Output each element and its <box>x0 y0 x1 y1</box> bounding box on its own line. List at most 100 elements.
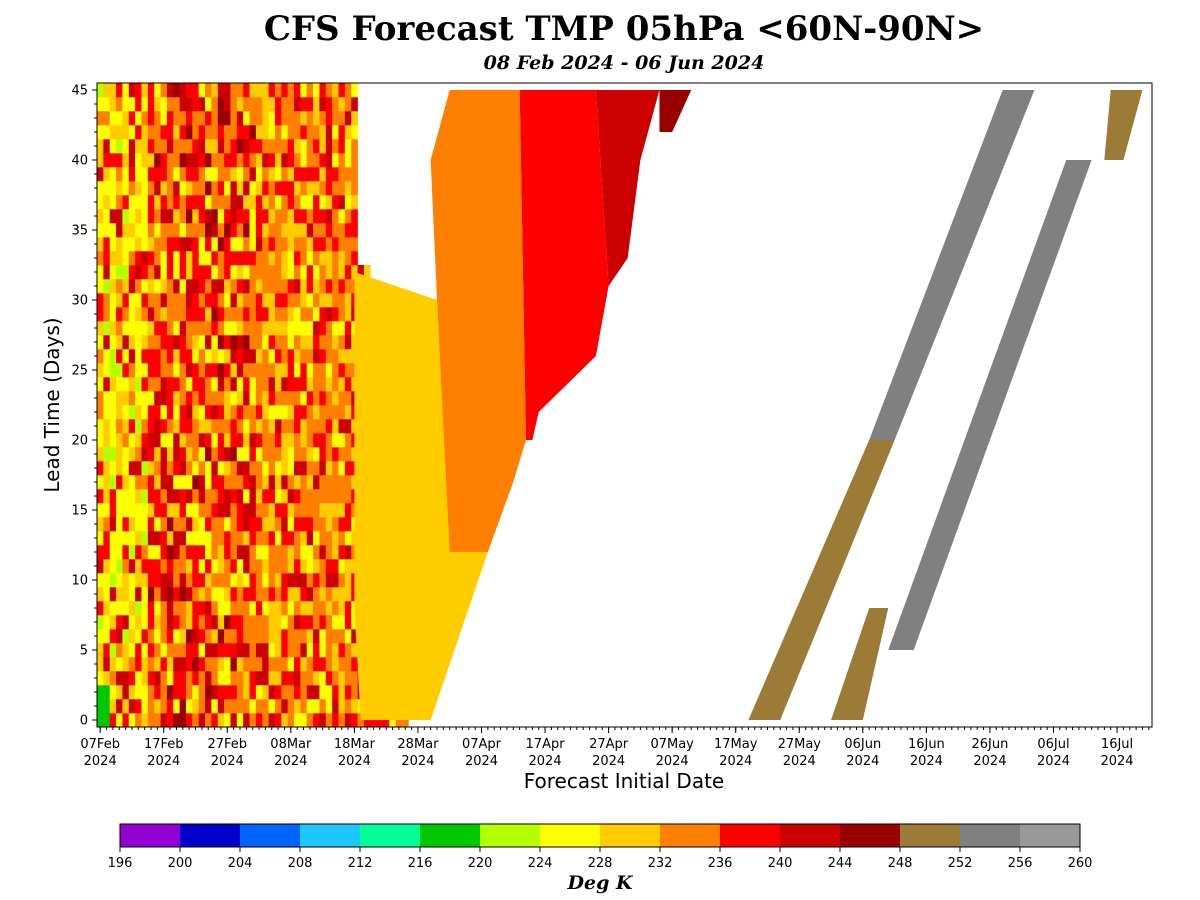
heatmap-cell <box>205 223 212 238</box>
heatmap-cell <box>230 713 238 727</box>
heatmap-cell <box>255 293 263 308</box>
heatmap-cell <box>211 167 219 182</box>
heatmap-cell <box>287 587 295 602</box>
heatmap-cell <box>205 419 212 434</box>
heatmap-cell <box>185 209 193 224</box>
heatmap-cell <box>179 713 187 727</box>
heatmap-cell <box>179 685 187 700</box>
heatmap-cell <box>185 335 193 350</box>
heatmap-cell <box>243 391 250 406</box>
heatmap-cell <box>300 391 308 406</box>
heatmap-cell <box>160 433 168 448</box>
heatmap-cell <box>268 671 276 686</box>
heatmap-cell <box>217 111 225 126</box>
heatmap-cell <box>255 461 263 476</box>
heatmap-cell <box>224 223 231 238</box>
heatmap-cell <box>128 321 136 336</box>
heatmap-cell <box>262 643 269 658</box>
heatmap-cell <box>116 251 123 266</box>
heatmap-cell <box>128 587 136 602</box>
heatmap-cell <box>103 517 111 532</box>
heatmap-cell <box>179 377 187 392</box>
heatmap-cell <box>179 433 187 448</box>
heatmap-cell <box>198 587 206 602</box>
heatmap-cell <box>313 629 320 644</box>
heatmap-cell <box>294 587 301 602</box>
heatmap-cell <box>198 181 206 196</box>
heatmap-cell <box>332 713 339 727</box>
heatmap-cell <box>255 153 263 168</box>
heatmap-cell <box>319 559 327 574</box>
heatmap-cell <box>135 685 142 700</box>
heatmap-cell <box>135 181 142 196</box>
heatmap-cell <box>166 125 174 140</box>
heatmap-cell <box>109 167 117 182</box>
heatmap-cell <box>122 83 130 98</box>
heatmap-cell <box>313 83 320 98</box>
heatmap-cell <box>173 181 180 196</box>
heatmap-cell <box>205 251 212 266</box>
heatmap-cell <box>224 293 231 308</box>
heatmap-cell <box>116 321 123 336</box>
heatmap-cell <box>338 657 346 672</box>
heatmap-cell <box>185 139 193 154</box>
heatmap-cell <box>109 139 117 154</box>
heatmap-cell <box>154 531 161 546</box>
heatmap-cell <box>313 419 320 434</box>
heatmap-cell <box>344 251 352 266</box>
heatmap-cell <box>344 531 352 546</box>
heatmap-cell <box>313 489 320 504</box>
heatmap-cell <box>103 475 111 490</box>
heatmap-cell <box>338 545 346 560</box>
heatmap-cell <box>319 153 327 168</box>
heatmap-cell <box>332 671 339 686</box>
heatmap-cell <box>294 671 301 686</box>
heatmap-cell <box>109 573 117 588</box>
colorbar-swatch <box>180 824 241 847</box>
heatmap-cell <box>128 433 136 448</box>
heatmap-cell <box>255 587 263 602</box>
y-tick-label: 15 <box>71 504 88 519</box>
heatmap-cell <box>211 419 219 434</box>
heatmap-cell <box>243 475 250 490</box>
heatmap-cell <box>287 125 295 140</box>
heatmap-cell <box>109 265 117 280</box>
heatmap-cell <box>332 601 339 616</box>
heatmap-cell <box>166 293 174 308</box>
heatmap-cell <box>268 405 276 420</box>
heatmap-cell <box>268 265 276 280</box>
heatmap-cell <box>166 433 174 448</box>
heatmap-cell <box>141 531 149 546</box>
heatmap-cell <box>249 223 257 238</box>
heatmap-cell <box>268 587 276 602</box>
heatmap-cell <box>319 629 327 644</box>
heatmap-cell <box>230 167 238 182</box>
heatmap-cell <box>198 111 206 126</box>
heatmap-cell <box>243 377 250 392</box>
heatmap-cell <box>274 475 282 490</box>
heatmap-cell <box>274 545 282 560</box>
heatmap-cell <box>319 447 327 462</box>
heatmap-cell <box>268 419 276 434</box>
heatmap-cell <box>135 237 142 252</box>
heatmap-cell <box>122 97 130 112</box>
heatmap-cell <box>236 517 244 532</box>
heatmap-cell <box>306 83 314 98</box>
heatmap-cell <box>230 475 238 490</box>
heatmap-cell <box>332 391 339 406</box>
heatmap-cell <box>173 601 180 616</box>
heatmap-cell <box>325 405 333 420</box>
heatmap-cell <box>192 587 199 602</box>
heatmap-cell <box>198 601 206 616</box>
colorbar-swatch <box>1020 824 1081 847</box>
heatmap-cell <box>268 559 276 574</box>
heatmap-cell <box>128 405 136 420</box>
heatmap-cell <box>268 517 276 532</box>
heatmap-cell <box>205 629 212 644</box>
heatmap-cell <box>319 671 327 686</box>
heatmap-cell <box>274 685 282 700</box>
heatmap-cell <box>192 433 199 448</box>
heatmap-cell <box>141 461 149 476</box>
heatmap-cell <box>147 601 155 616</box>
heatmap-cell <box>116 475 123 490</box>
